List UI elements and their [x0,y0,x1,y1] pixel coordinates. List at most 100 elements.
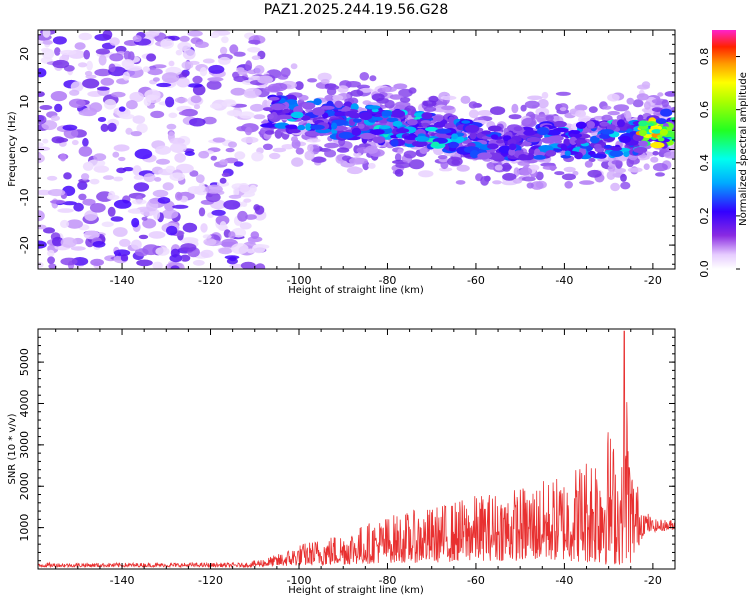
spectrogram-cell [86,60,93,71]
spectrogram-cell [588,106,598,113]
spectrogram-cell [584,160,593,168]
spectrogram-cell [468,101,478,109]
spectrogram-cell [574,154,583,159]
spectrogram-cell [611,160,623,165]
spectrogram-cell [187,186,203,195]
spectrogram-cell [554,171,565,176]
spectrogram-cell [660,108,673,117]
spectrogram-cell [92,241,106,248]
spectrogram-cell [513,126,523,132]
spectrogram-cell [365,145,379,154]
spectrogram-cell [93,153,107,161]
spectrogram-cell [249,184,257,194]
spectrogram-cell [521,117,537,128]
spectrogram-cell [250,103,265,112]
spectrogram-cell [202,234,212,239]
colorbar: 0.0 0.2 0.4 0.6 0.8 Normalized spectral ampl… [698,30,749,278]
spectrogram-cell [561,173,577,181]
spectrogram-cell [66,219,83,229]
spectrogram-cell [265,86,281,91]
spectrogram-cell [184,151,195,157]
spectrogram-cell [350,103,359,111]
spectrogram-cell [652,163,668,172]
spectrogram-cell [575,121,587,129]
spectrogram-cell [643,163,650,170]
spectrogram-cell [526,136,541,143]
spectrogram-cell [305,123,312,131]
spectrogram-cell [616,114,625,121]
spectrogram-cell [52,36,67,45]
spectrogram-cell [294,81,304,91]
spectrogram-cell [414,136,430,142]
spectrogram-cell [77,62,88,68]
spectrogram-cell [219,159,229,166]
spectrogram-cell [47,249,55,257]
spectrogram-cell [655,118,667,125]
spectrogram-cell [259,83,268,90]
spectrogram-cell [241,136,259,144]
spectrogram-cell [461,120,471,124]
spectrogram-cell [320,105,335,110]
spectrogram-cell [195,174,205,184]
spectrogram-cell [200,249,214,258]
spectrogram-cell [431,141,440,147]
spectrogram-cell [617,119,625,128]
spectrogram-cell [399,96,411,103]
spectrogram-cell [108,63,116,73]
spectrogram-cell [152,189,169,198]
colorbar-tick-label: 0.4 [698,154,711,172]
spectrogram-cell [68,98,86,109]
spectrogram-cell [187,83,203,88]
spectrogram-cell [219,221,227,230]
spectrogram-cell [356,84,370,90]
spectrogram-cell [564,181,573,189]
spectrogram-cell [559,107,567,112]
spectrogram-cell [381,110,393,117]
spectrogram-cell [78,146,93,157]
spectrogram-cell [507,139,517,145]
spectrogram-cell [274,129,283,139]
spectrogram-cell [527,95,543,101]
spectrogram-cell [395,128,410,134]
spectrogram-cell [244,87,262,97]
spectrogram-cell [435,128,452,134]
spectrogram-x-tick-label: -140 [110,274,135,287]
spectrogram-cell [311,156,327,163]
spectrogram-cell [50,115,61,121]
spectrogram-cell [82,198,96,206]
spectrogram-cell [390,139,399,147]
spectrogram-cell [69,89,80,96]
spectrogram-cell [334,100,343,109]
spectrogram-cell [304,150,315,161]
spectrogram-cell [661,99,669,108]
spectrogram-cell [226,109,242,117]
spectrogram-cell [238,184,251,193]
spectrogram-cell [38,68,47,78]
spectrogram-cell [569,136,578,145]
spectrogram-cell [307,144,314,153]
spectrogram-cell [38,91,45,97]
spectrogram-cell [650,141,665,149]
spectrogram-cell [230,87,246,96]
spectrogram-cell [78,193,87,201]
spectrogram-cell [112,151,120,158]
spectrogram-cell [168,60,175,67]
snr-y-tick-label: 2000 [18,472,31,500]
spectrogram-cell [179,35,190,43]
spectrogram-cell [209,32,220,39]
spectrogram-cell [652,151,659,156]
spectrogram-cell [337,85,349,93]
spectrogram-cell [432,115,444,122]
spectrogram-cell [121,59,135,69]
spectrogram-cell [232,71,240,79]
spectrogram-cell [545,115,554,122]
spectrogram-cell [50,91,68,102]
spectrogram-cell [107,206,116,217]
spectrogram-cell [659,128,669,136]
colorbar-ticks: 0.0 0.2 0.4 0.6 0.8 [698,48,740,278]
spectrogram-cell [468,109,479,119]
spectrogram-cell [526,182,534,189]
spectrogram-cell [238,111,255,119]
spectrogram-cell [508,148,516,156]
spectrogram-cell [41,47,51,53]
